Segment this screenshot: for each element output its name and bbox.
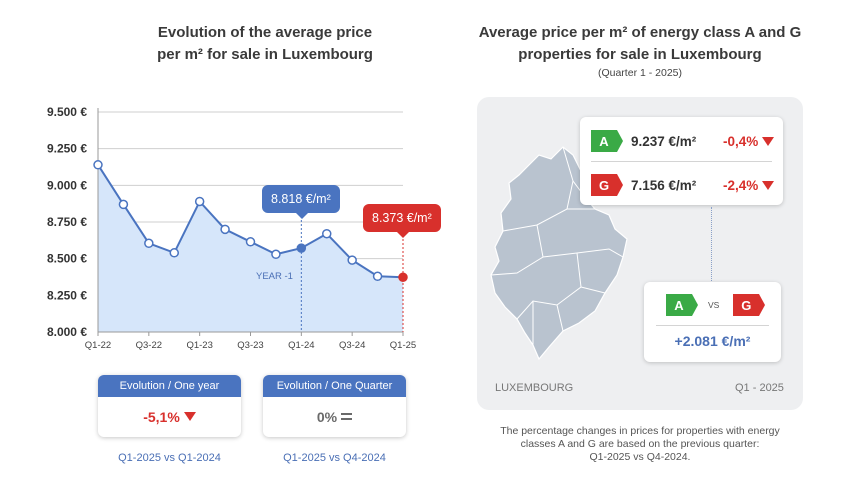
x-tick-label: Q1-22	[85, 340, 111, 351]
data-point-highlight	[296, 243, 307, 253]
data-point	[372, 271, 383, 282]
x-tick-label: Q1-25	[390, 340, 416, 351]
evolution-quarter-value: 0%	[316, 409, 338, 425]
canton-borders	[490, 146, 624, 345]
comparison-row: A VS G	[666, 294, 766, 316]
data-point	[347, 255, 357, 265]
left-chart-title: Evolution of the average price per m² fo…	[100, 22, 430, 66]
y-tick-label: 8.250 €	[47, 288, 87, 302]
class-g-price: 7.156 €/m²	[631, 177, 697, 193]
right-title-line1: Average price per m² of energy class A a…	[478, 24, 802, 41]
y-tick-label: 9.250 €	[47, 142, 87, 156]
y-tick-label: 8.500 €	[47, 252, 87, 266]
evolution-year-note: Q1-2025 vs Q1-2024	[118, 452, 221, 464]
evolution-quarter-card: Evolution / One Quarter 0%	[263, 375, 406, 437]
footnote-line2: classes A and G are based on the previou…	[520, 438, 760, 450]
equal-icon	[341, 413, 353, 420]
class-a-badge: A	[591, 130, 623, 152]
year-minus-one-label: YEAR -1	[256, 271, 293, 282]
connector-line	[711, 207, 712, 281]
area-fill	[98, 164, 403, 332]
data-point	[245, 237, 256, 247]
footnote: The percentage changes in prices for pro…	[470, 425, 810, 464]
evolution-quarter-note: Q1-2025 vs Q4-2024	[283, 452, 386, 464]
data-point	[93, 160, 103, 170]
map-period-label: Q1 - 2025	[735, 382, 784, 394]
class-a-row: A 9.237 €/m² -0,4%	[591, 129, 776, 153]
down-triangle-icon	[762, 136, 775, 146]
y-tick-label: 8.750 €	[47, 215, 87, 229]
divider	[591, 161, 772, 162]
class-g-badge: G	[733, 294, 766, 316]
evolution-year-card: Evolution / One year -5,1%	[98, 375, 241, 437]
class-g-badge: G	[591, 174, 623, 196]
evolution-quarter-value-box: 0%	[263, 397, 406, 437]
y-tick-label: 9.000 €	[47, 178, 87, 192]
footnote-line3: Q1-2025 vs Q4-2024.	[589, 451, 691, 463]
data-point	[220, 224, 230, 235]
y-tick-label: 8.000 €	[47, 325, 87, 339]
data-point	[118, 199, 129, 210]
vs-label: VS	[708, 300, 720, 310]
class-a-change: -0,4%	[723, 133, 759, 149]
energy-price-card: A 9.237 €/m² -0,4% G 7.156 €/m² -2,4%	[580, 117, 783, 205]
y-tick-label: 9.500 €	[47, 105, 87, 119]
divider	[656, 325, 769, 326]
class-g-row: G 7.156 €/m² -2,4%	[591, 173, 776, 197]
data-point-last	[398, 272, 408, 283]
x-tick-label: Q3-24	[339, 340, 365, 351]
x-tick-label: Q1-24	[288, 340, 314, 351]
x-tick-label: Q1-23	[186, 340, 212, 351]
comparison-card: A VS G +2.081 €/m²	[644, 282, 781, 362]
x-tick-label: Q3-23	[237, 340, 263, 351]
left-title-line1: Evolution of the average price	[157, 24, 373, 41]
footnote-line1: The percentage changes in prices for pro…	[500, 425, 780, 437]
data-point	[271, 249, 281, 260]
class-a-price: 9.237 €/m²	[631, 133, 697, 149]
callout-q1-25: 8.373 €/m²	[363, 204, 441, 238]
right-title-line2: properties for sale in Luxembourg	[518, 46, 762, 63]
data-point	[322, 228, 332, 239]
evolution-quarter-header: Evolution / One Quarter	[263, 375, 406, 397]
callout-q1-24: 8.818 €/m²	[262, 185, 340, 219]
data-point	[144, 238, 154, 249]
class-g-change: -2,4%	[723, 177, 759, 193]
right-title: Average price per m² of energy class A a…	[470, 22, 810, 66]
data-point	[169, 248, 179, 258]
data-point	[194, 196, 205, 207]
evolution-year-value: -5,1%	[143, 409, 180, 425]
left-title-line2: per m² for sale in Luxembourg	[157, 46, 373, 63]
evolution-year-header: Evolution / One year	[98, 375, 241, 397]
price-difference: +2.081 €/m²	[674, 333, 751, 349]
class-a-badge: A	[666, 294, 698, 316]
map-country-label: LUXEMBOURG	[495, 382, 574, 394]
right-subtitle: (Quarter 1 - 2025)	[597, 67, 683, 79]
down-triangle-icon	[183, 412, 196, 421]
x-tick-label: Q3-22	[136, 340, 162, 351]
down-triangle-icon	[762, 180, 775, 190]
evolution-year-value-box: -5,1%	[98, 397, 241, 437]
price-evolution-chart: 8.000 € 8.250 € 8.500 € 8.750 € 9.000 € 9.250…	[47, 105, 416, 351]
